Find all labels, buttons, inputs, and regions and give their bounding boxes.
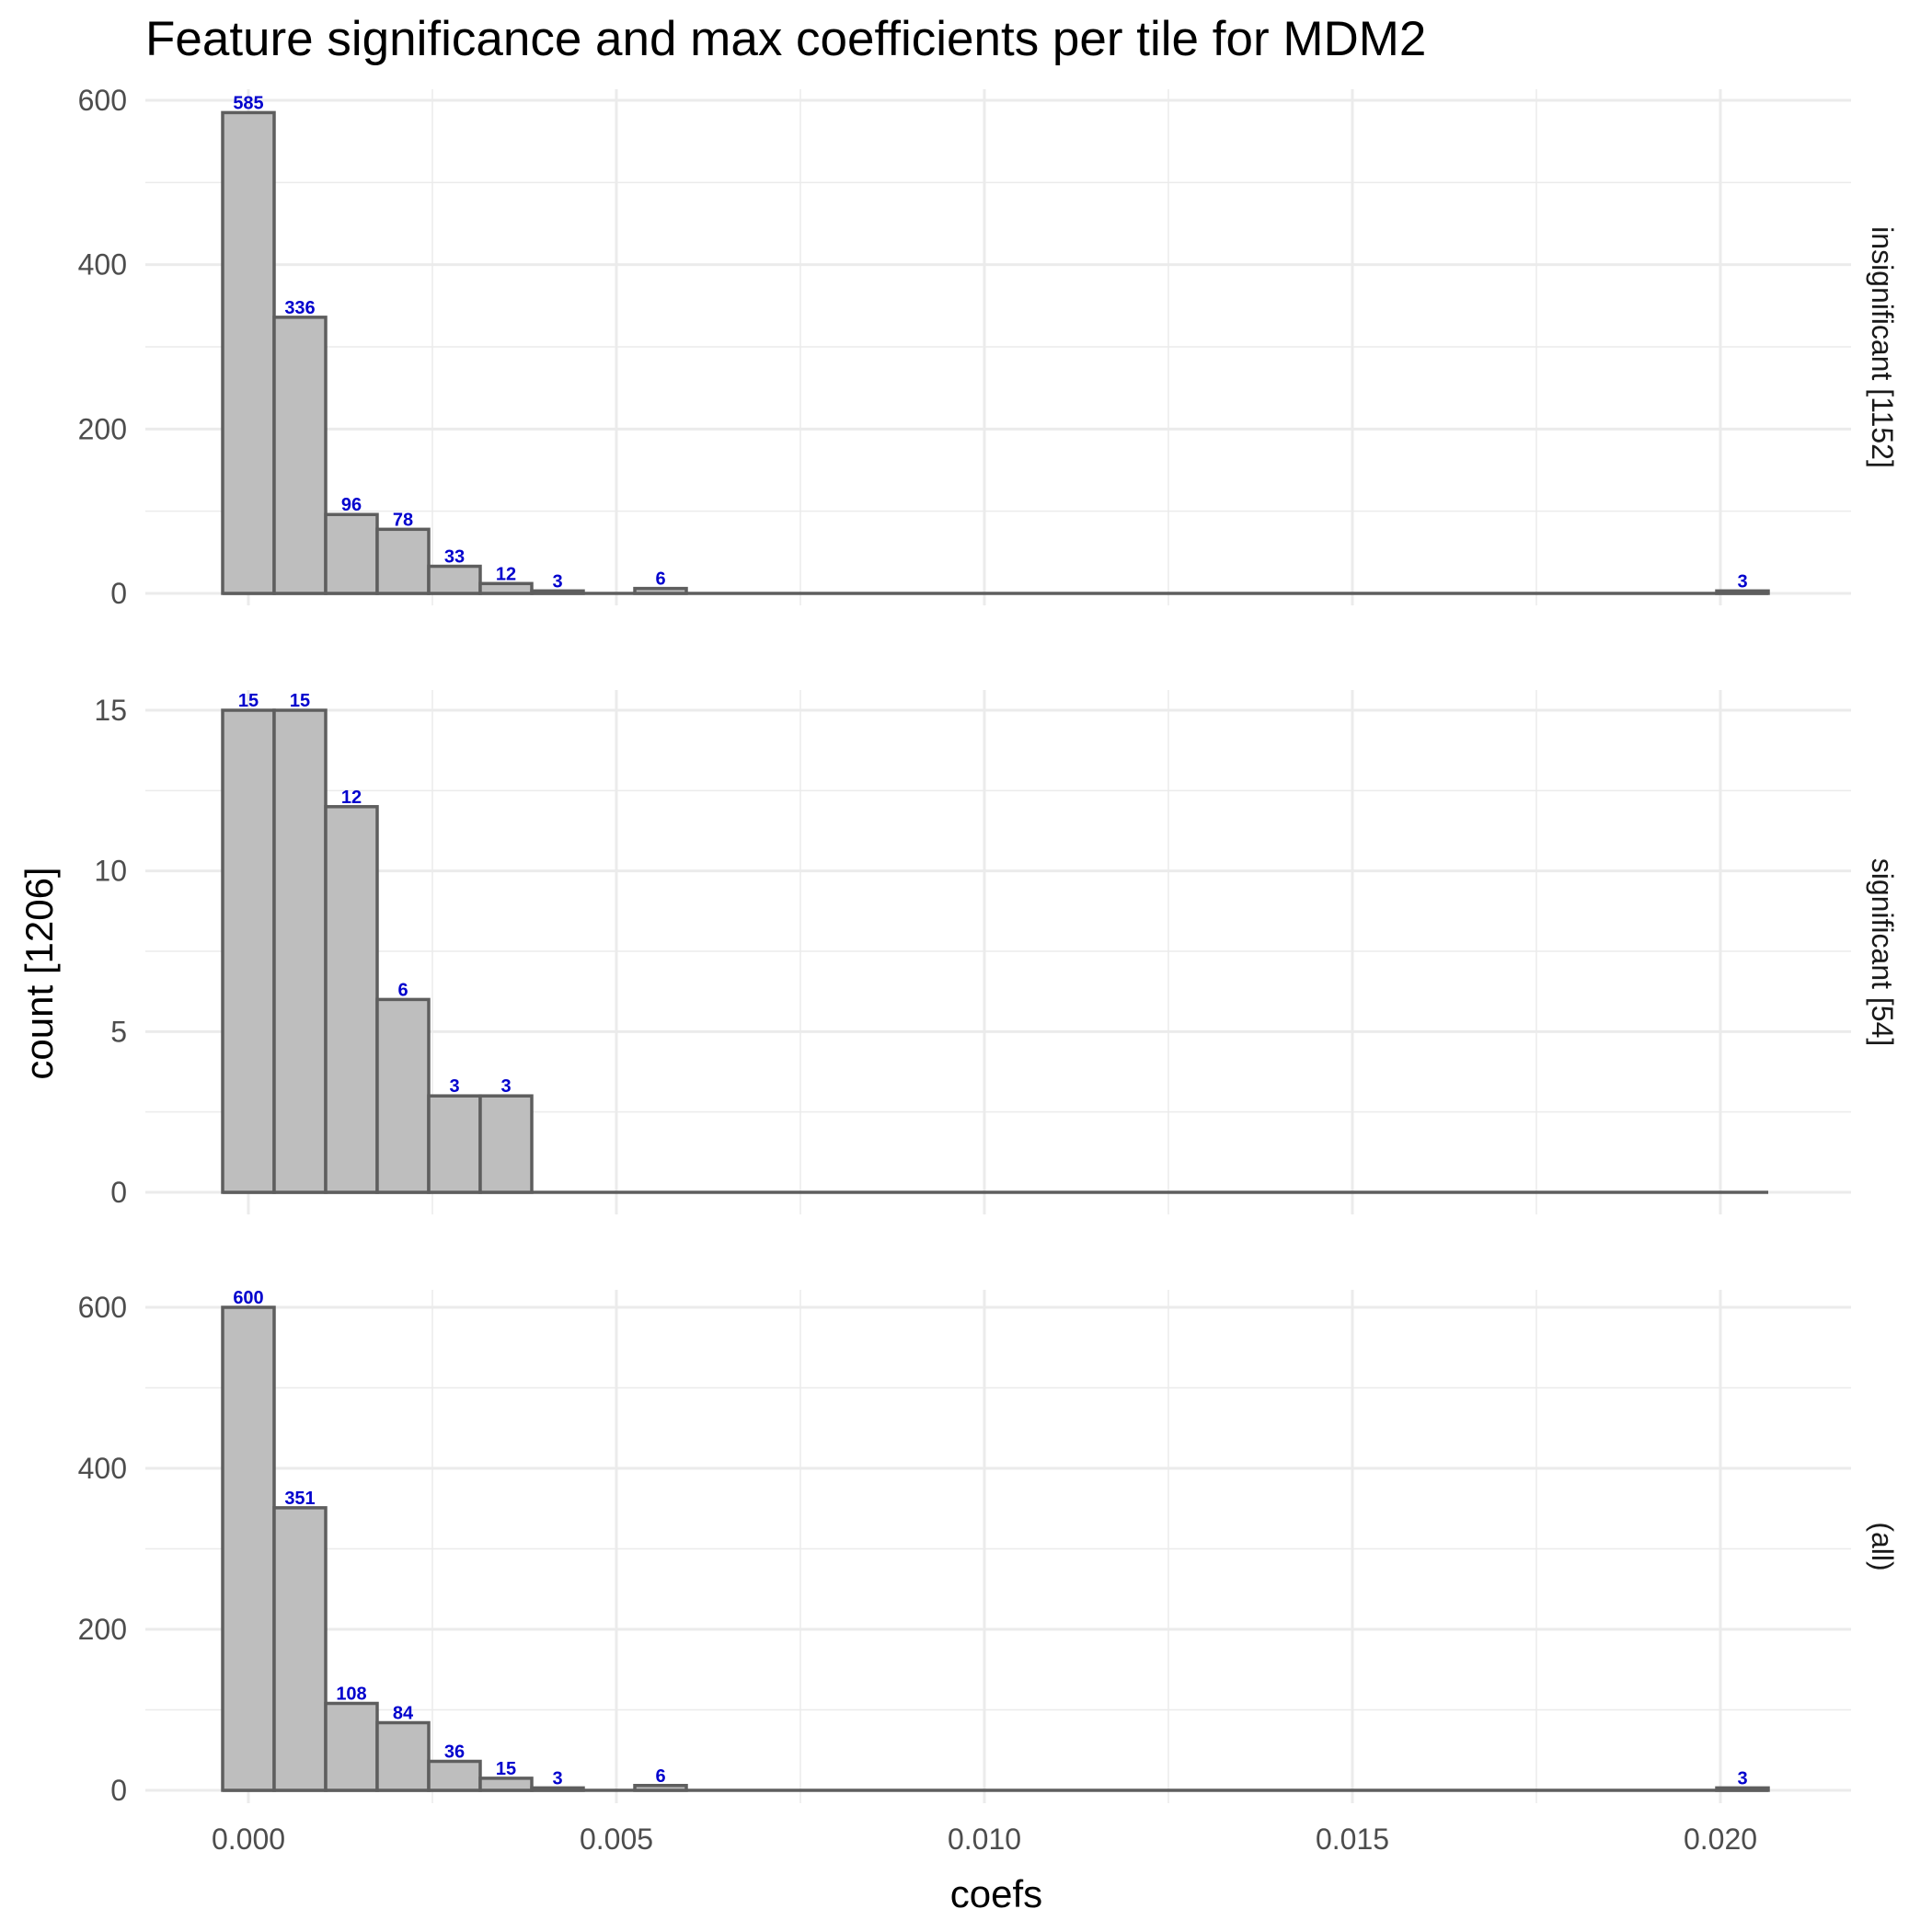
histogram-bar [633, 1784, 688, 1792]
facet-strip-label: insignificant [1152] [1866, 226, 1899, 468]
bar-count-label: 585 [233, 93, 263, 113]
bar-count-label: 3 [552, 571, 562, 592]
histogram-bar [427, 1759, 482, 1792]
y-axis-title: count [1206] [17, 867, 61, 1079]
bar-count-label: 84 [393, 1704, 414, 1724]
bar-count-label: 3 [449, 1076, 459, 1097]
facet-strip-label: significant [54] [1866, 858, 1899, 1047]
y-tick-label: 400 [78, 1452, 127, 1485]
chart-title: Feature significance and max coefficient… [145, 12, 1426, 66]
histogram-bar [272, 316, 328, 595]
histogram-bar [633, 586, 688, 595]
histogram-bar [530, 1786, 585, 1792]
histogram-bar [427, 1094, 482, 1194]
bar-count-label: 33 [444, 547, 465, 568]
histogram-bar [530, 589, 585, 595]
x-tick-label: 0.015 [1316, 1823, 1389, 1856]
x-tick-label: 0.020 [1684, 1823, 1757, 1856]
y-tick-label: 600 [78, 1291, 127, 1324]
y-tick-label: 0 [110, 577, 127, 610]
histogram-bar [221, 110, 276, 595]
histogram-bar [478, 581, 534, 595]
panel: 0 5 10 15 15 15 12 6 3 3 significant [54] [94, 690, 1899, 1214]
bar-count-label: 6 [655, 569, 665, 590]
x-tick-label: 0.005 [580, 1823, 653, 1856]
histogram-bar [375, 997, 431, 1194]
bar-count-label: 6 [397, 980, 408, 1000]
bar-count-label: 3 [500, 1076, 511, 1097]
y-tick-label: 400 [78, 248, 127, 282]
histogram-bar [221, 708, 276, 1194]
histogram-bar [427, 564, 482, 595]
bar-count-label: 15 [496, 1759, 516, 1779]
bar-count-label: 96 [341, 495, 362, 515]
histogram-bar [272, 1506, 328, 1792]
histogram-bar [375, 1720, 431, 1792]
bar-count-label: 12 [341, 788, 362, 808]
x-axis-title: coefs [950, 1872, 1042, 1915]
x-axis: 0.000 0.005 0.010 0.015 0.020 [212, 1823, 1757, 1856]
panel: 0 200 400 600 585 336 96 78 33 12 3 6 3 insignificant… [78, 84, 1899, 610]
y-tick-label: 0 [110, 1176, 127, 1209]
x-tick-label: 0.010 [948, 1823, 1021, 1856]
histogram-bar [1715, 589, 1770, 595]
histogram-bar [324, 512, 379, 595]
bar-count-label: 15 [238, 691, 259, 711]
bar-count-label: 600 [233, 1288, 263, 1308]
y-tick-label: 600 [78, 84, 127, 117]
y-tick-label: 10 [94, 855, 127, 888]
histogram-bar [221, 1305, 276, 1792]
bar-count-label: 3 [1737, 1768, 1747, 1788]
y-tick-label: 200 [78, 412, 127, 445]
histogram-bar [324, 805, 379, 1194]
x-tick-label: 0.000 [212, 1823, 285, 1856]
histogram-bar [478, 1094, 534, 1194]
bar-count-label: 78 [393, 510, 413, 530]
bar-count-label: 351 [284, 1489, 315, 1509]
bar-count-label: 15 [290, 691, 310, 711]
bar-count-label: 12 [496, 564, 516, 584]
bar-count-label: 108 [336, 1685, 366, 1705]
y-tick-label: 5 [110, 1015, 127, 1048]
y-tick-label: 15 [94, 694, 127, 727]
histogram-bar [478, 1777, 534, 1792]
histogram-bar [272, 708, 328, 1194]
bar-count-label: 3 [1737, 571, 1747, 592]
bar-count-label: 6 [655, 1766, 665, 1787]
bar-count-label: 336 [284, 298, 315, 318]
y-tick-label: 200 [78, 1613, 127, 1646]
bar-count-label: 36 [444, 1742, 465, 1763]
facet-strip-label: (all) [1866, 1522, 1899, 1570]
histogram-bar [375, 527, 431, 595]
histogram-bar [324, 1701, 379, 1792]
y-tick-label: 0 [110, 1774, 127, 1807]
histogram-bar [1715, 1786, 1770, 1792]
bar-count-label: 3 [552, 1768, 562, 1788]
